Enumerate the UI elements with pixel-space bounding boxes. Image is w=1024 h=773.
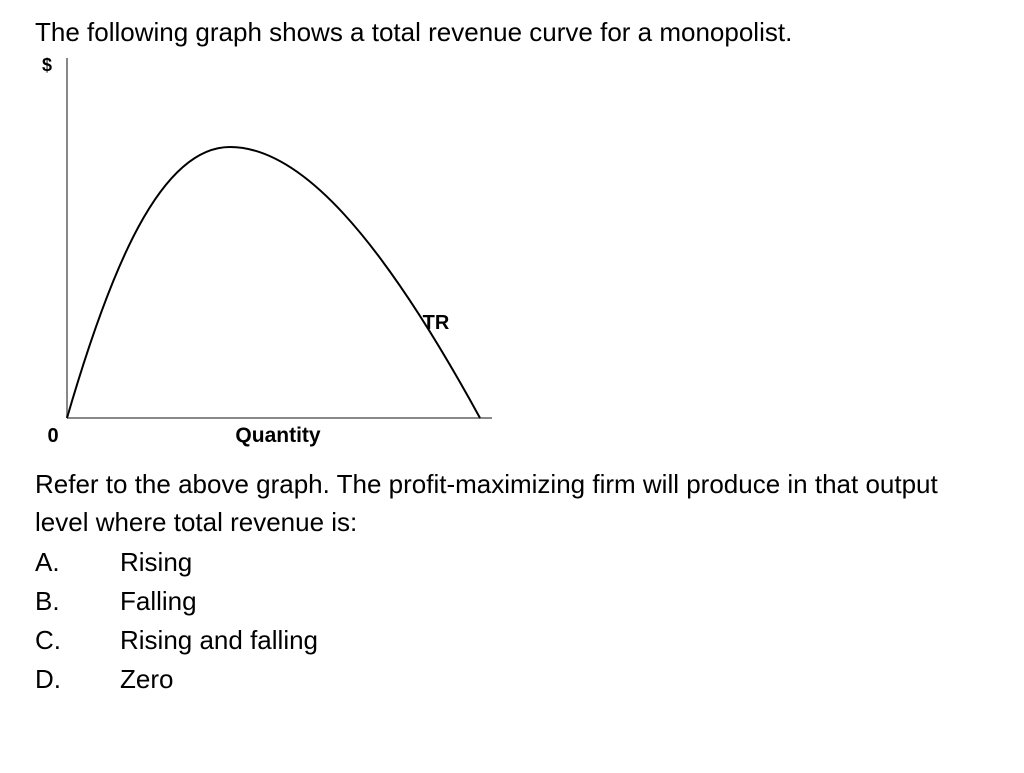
- question: Refer to the above graph. The profit-max…: [35, 469, 938, 537]
- option-letter: D.: [35, 664, 61, 694]
- option-text: Rising and falling: [120, 625, 319, 655]
- option-letter: B.: [35, 586, 60, 616]
- option-text: Rising: [120, 547, 193, 577]
- origin-label: 0: [47, 425, 58, 447]
- option-letter: A.: [35, 547, 60, 577]
- x-axis-label: Quantity: [235, 424, 320, 447]
- option-letter: C.: [35, 625, 61, 655]
- option-text: Falling: [120, 586, 197, 616]
- y-axis-label: $: [42, 55, 52, 75]
- curve-label: TR: [423, 312, 450, 334]
- intro: The following graph shows a total revenu…: [35, 17, 793, 47]
- option-text: Zero: [120, 664, 174, 694]
- tr-curve: [66, 145, 481, 419]
